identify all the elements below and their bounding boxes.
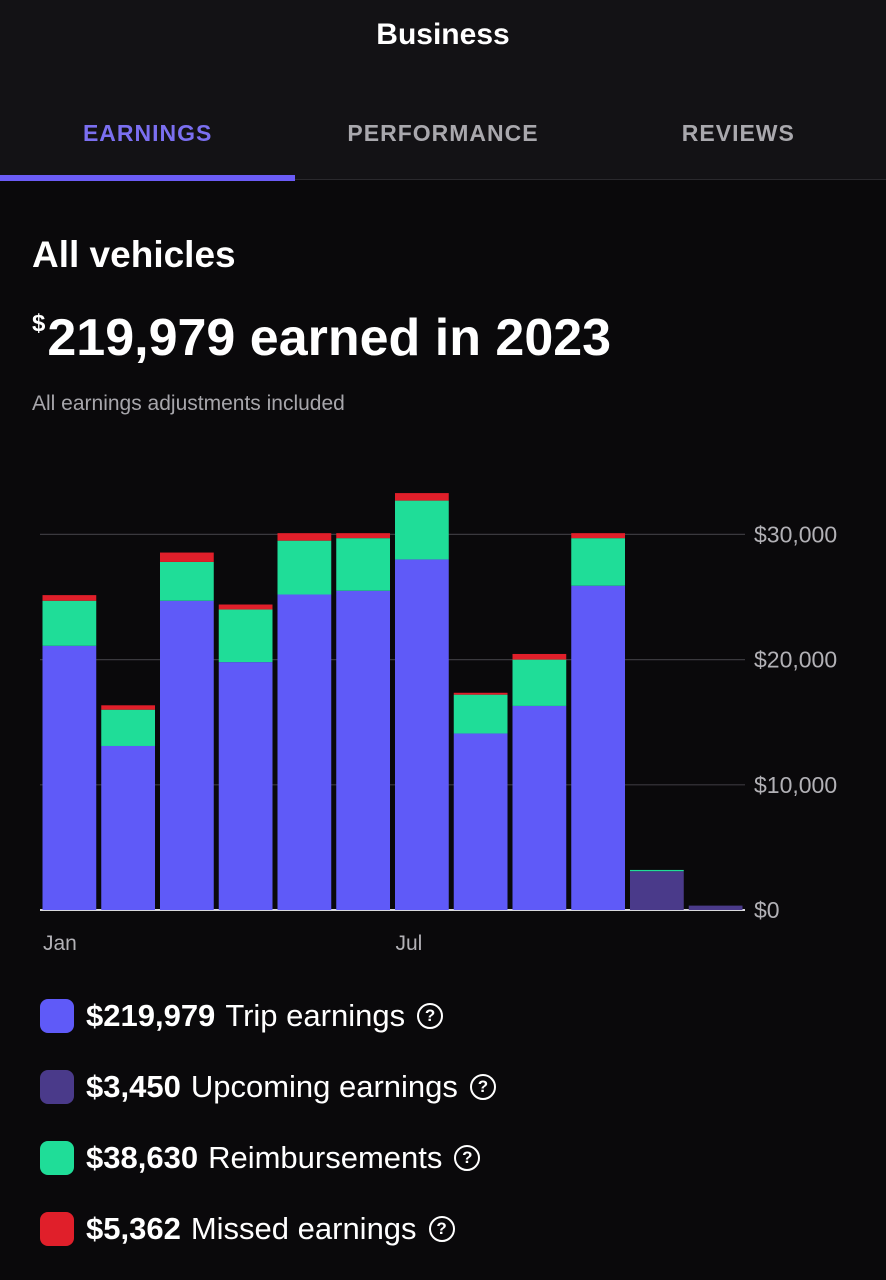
bar-segment-missed-jul [395, 493, 449, 501]
help-circle-icon[interactable]: ? [417, 1002, 444, 1029]
legend-label: Reimbursements [208, 1139, 443, 1175]
currency-symbol: $ [32, 310, 46, 337]
bar-segment-reimbursement-may [277, 540, 332, 595]
x-tick-label: Jul [396, 932, 423, 955]
bar-segment-trip-sep [512, 705, 567, 910]
bar-segment-upcoming-dec [688, 905, 743, 910]
legend-item-upcoming: $3,450 Upcoming earnings ? [40, 1051, 496, 1122]
bar-segment-missed-apr [218, 604, 273, 610]
earnings-chart: $0 $10,000 $20,000 $30,000 Jan Jul [40, 493, 837, 955]
bar-segment-reimbursement-oct [571, 538, 625, 586]
bar-segment-trip-jan [42, 645, 97, 910]
legend-amount: $38,630 [86, 1139, 199, 1175]
bar-segment-trip-aug [453, 733, 508, 910]
legend-swatch-missed [40, 1211, 74, 1246]
bar-segment-trip-jun [336, 590, 390, 910]
help-circle-icon[interactable]: ? [469, 1073, 496, 1100]
chart-legend: $219,979 Trip earnings ? $3,450 Upcoming… [40, 980, 496, 1264]
bar-segment-reimbursement-feb [101, 709, 155, 746]
bar-segment-trip-feb [101, 745, 155, 910]
page-title: Business [376, 18, 510, 51]
bar-segment-reimbursement-mar [160, 561, 214, 601]
tab-earnings[interactable]: EARNINGS [0, 100, 296, 181]
tab-performance[interactable]: PERFORMANCE [347, 120, 539, 146]
y-tick-label: $10,000 [754, 772, 837, 798]
earnings-headline-text: 219,979 earned in 2023 [47, 309, 612, 367]
bar-segment-reimbursement-jan [42, 600, 97, 646]
tab-reviews[interactable]: REVIEWS [681, 120, 795, 146]
bar-segment-missed-sep [512, 653, 567, 660]
bar-segment-trip-mar [160, 600, 214, 910]
legend-item-reimbursements: $38,630 Reimbursements ? [40, 1122, 496, 1193]
bar-segment-reimbursement-nov [630, 869, 684, 872]
tab-bar: EARNINGS PERFORMANCE REVIEWS [0, 100, 886, 181]
x-tick-label: Jan [43, 932, 77, 955]
bar-segment-trip-apr [218, 662, 273, 910]
bar-segment-upcoming-nov [630, 871, 684, 910]
legend-amount: $3,450 [86, 1068, 181, 1104]
legend-item-missed: $5,362 Missed earnings ? [40, 1193, 496, 1264]
legend-amount: $219,979 [86, 997, 216, 1033]
bar-segment-trip-jul [395, 559, 449, 910]
bar-segment-missed-jan [42, 595, 97, 601]
help-circle-icon[interactable]: ? [428, 1215, 455, 1242]
legend-amount: $5,362 [86, 1210, 181, 1246]
bar-segment-trip-may [277, 594, 332, 910]
legend-label: Upcoming earnings [190, 1068, 458, 1104]
legend-swatch-upcoming [40, 1069, 74, 1104]
legend-swatch-trip [40, 998, 74, 1033]
earnings-subtitle: All earnings adjustments included [32, 392, 345, 415]
top-bar: Business EARNINGS PERFORMANCE REVIEWS [0, 0, 886, 181]
bar-segment-reimbursement-apr [218, 609, 273, 663]
section-title: All vehicles [32, 234, 236, 275]
earnings-headline: $219,979 earned in 2023 [32, 308, 611, 368]
bar-segment-reimbursement-aug [453, 694, 508, 734]
bar-segment-reimbursement-jul [395, 500, 449, 560]
bar-segment-reimbursement-jun [336, 538, 390, 591]
bar-segment-reimbursement-sep [512, 659, 567, 706]
y-tick-label: $0 [754, 897, 780, 923]
legend-item-trip: $219,979 Trip earnings ? [40, 980, 496, 1051]
bar-segment-missed-oct [571, 533, 625, 539]
legend-label: Trip earnings [225, 997, 406, 1033]
bar-segment-missed-jun [336, 533, 390, 539]
bar-segment-trip-oct [571, 585, 625, 910]
legend-label: Missed earnings [190, 1210, 417, 1246]
legend-swatch-reimbursement [40, 1140, 74, 1175]
help-circle-icon[interactable]: ? [454, 1144, 481, 1171]
y-tick-label: $30,000 [754, 521, 837, 547]
bar-segment-missed-mar [160, 552, 214, 562]
bar-segment-missed-may [277, 533, 332, 541]
bar-segment-missed-aug [453, 692, 508, 695]
y-tick-label: $20,000 [754, 647, 837, 673]
bar-segment-missed-feb [101, 705, 155, 710]
